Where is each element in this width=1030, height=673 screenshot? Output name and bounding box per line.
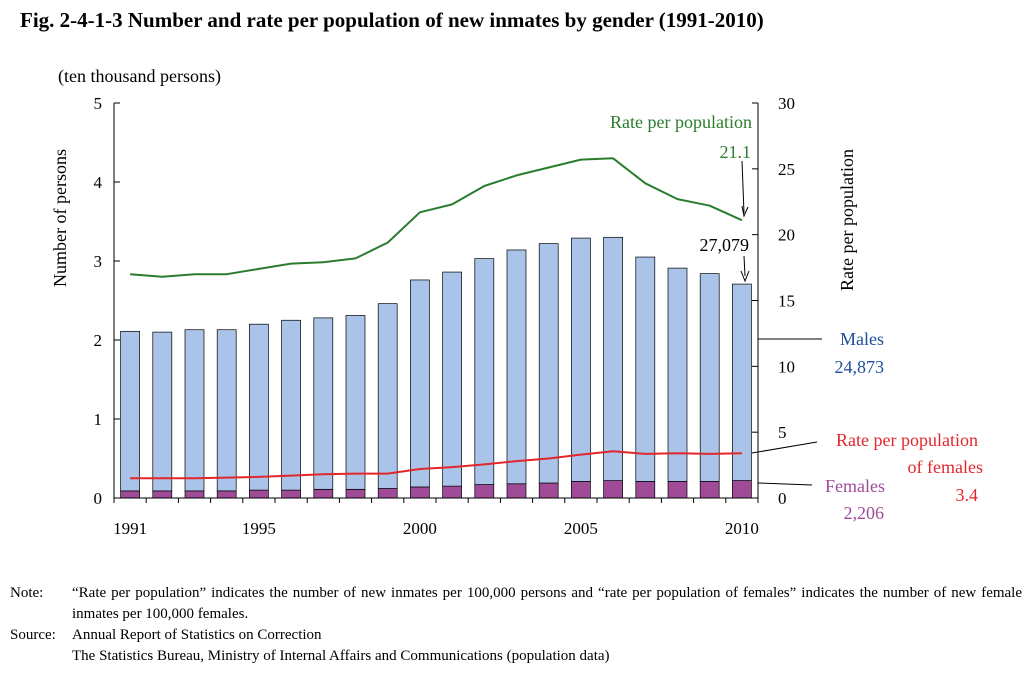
bar-females bbox=[603, 480, 623, 499]
females-leader-line bbox=[757, 482, 813, 486]
bar-females bbox=[635, 481, 656, 499]
bar-males bbox=[732, 283, 752, 481]
x-tick-label: 2010 bbox=[725, 519, 759, 538]
plot-area: 0 1 2 3 4 5 0 5 10 15 20 25 30 1991 1995 2000 2005 2010 bbox=[94, 94, 796, 538]
bar-males bbox=[667, 267, 688, 482]
total-leader-arrow bbox=[740, 270, 750, 283]
bar-males bbox=[377, 303, 398, 489]
bar-females bbox=[667, 481, 688, 499]
bar-females bbox=[442, 485, 462, 499]
right-tick-label: 30 bbox=[778, 94, 795, 113]
bar-females bbox=[506, 483, 527, 499]
x-tick-label: 2000 bbox=[403, 519, 437, 538]
left-tick-label: 1 bbox=[94, 410, 103, 429]
bar-males bbox=[249, 323, 269, 491]
right-tick-label: 5 bbox=[778, 423, 787, 442]
female-rate-label-line1: Rate per population bbox=[836, 430, 978, 450]
bar-females bbox=[249, 489, 269, 499]
bar-females bbox=[410, 486, 430, 499]
x-tick-label: 2005 bbox=[564, 519, 598, 538]
bar-males bbox=[281, 319, 301, 491]
bar-males bbox=[474, 258, 495, 485]
bar-females bbox=[152, 490, 173, 499]
right-tick-label: 20 bbox=[778, 226, 795, 245]
source-key: Source: bbox=[10, 627, 56, 643]
x-tick-label: 1991 bbox=[113, 519, 147, 538]
female-rate-leader-line bbox=[751, 441, 818, 454]
x-tick-label: 1995 bbox=[242, 519, 276, 538]
bar-females bbox=[313, 488, 334, 499]
bar-males bbox=[538, 243, 559, 484]
bar-males bbox=[216, 329, 237, 492]
bar-males bbox=[313, 317, 334, 490]
bar-females bbox=[699, 481, 720, 499]
source-line-1: Annual Report of Statistics on Correctio… bbox=[72, 627, 322, 643]
left-axis-unit: (ten thousand persons) bbox=[58, 66, 221, 87]
bar-females bbox=[474, 484, 495, 499]
bar-males bbox=[184, 329, 205, 492]
total-leader-line bbox=[743, 255, 746, 277]
chart-title: Fig. 2-4-1-3 Number and rate per populat… bbox=[20, 8, 764, 32]
bar-males bbox=[603, 236, 623, 481]
females-value: 2,206 bbox=[844, 503, 885, 523]
bar-males bbox=[699, 273, 720, 482]
note-key: Note: bbox=[10, 585, 44, 601]
rate-leader-arrow bbox=[741, 205, 749, 218]
left-tick-label: 4 bbox=[94, 173, 103, 192]
bar-females bbox=[281, 489, 301, 499]
bar-females bbox=[120, 490, 140, 499]
bar-males bbox=[120, 330, 140, 492]
female-rate-value: 3.4 bbox=[956, 485, 979, 505]
right-tick-label: 0 bbox=[778, 489, 787, 508]
bar-males bbox=[152, 331, 173, 492]
left-tick-label: 5 bbox=[94, 94, 103, 113]
left-axis-label: Number of persons bbox=[50, 149, 70, 287]
right-tick-label: 15 bbox=[778, 292, 795, 311]
bar-males bbox=[410, 279, 430, 488]
notes: Note: “Rate per population” indicates th… bbox=[10, 583, 1022, 667]
bar-males bbox=[571, 237, 591, 482]
bar-females bbox=[216, 490, 237, 499]
bar-females bbox=[377, 488, 398, 499]
total-value: 27,079 bbox=[700, 235, 750, 255]
rate-line bbox=[130, 157, 743, 278]
female-rate-line bbox=[130, 450, 742, 480]
bar-females bbox=[184, 490, 205, 499]
rate-label: Rate per population bbox=[610, 112, 752, 132]
right-tick-label: 25 bbox=[778, 160, 795, 179]
left-tick-label: 3 bbox=[94, 252, 103, 271]
males-label: Males bbox=[840, 329, 884, 349]
female-rate-label-line2: of females bbox=[908, 457, 983, 477]
note-text: “Rate per population” indicates the numb… bbox=[72, 585, 1022, 622]
right-axis-label: Rate per population bbox=[837, 149, 857, 291]
right-tick-label: 10 bbox=[778, 357, 795, 376]
source-line-2: The Statistics Bureau, Ministry of Inter… bbox=[72, 648, 610, 664]
bar-females bbox=[571, 481, 591, 499]
chart: Fig. 2-4-1-3 Number and rate per populat… bbox=[20, 8, 983, 538]
bar-females bbox=[345, 488, 366, 499]
females-label: Females bbox=[825, 476, 885, 496]
rate-value: 21.1 bbox=[720, 142, 752, 162]
left-tick-label: 0 bbox=[94, 489, 103, 508]
left-tick-label: 2 bbox=[94, 331, 103, 350]
bar-females bbox=[732, 480, 752, 499]
bar-males bbox=[635, 256, 656, 482]
bar-males bbox=[506, 249, 527, 485]
males-value: 24,873 bbox=[835, 357, 885, 377]
bar-males bbox=[345, 315, 366, 490]
bar-females bbox=[538, 482, 559, 499]
rate-leader-line bbox=[741, 160, 745, 214]
bar-males bbox=[442, 271, 462, 487]
